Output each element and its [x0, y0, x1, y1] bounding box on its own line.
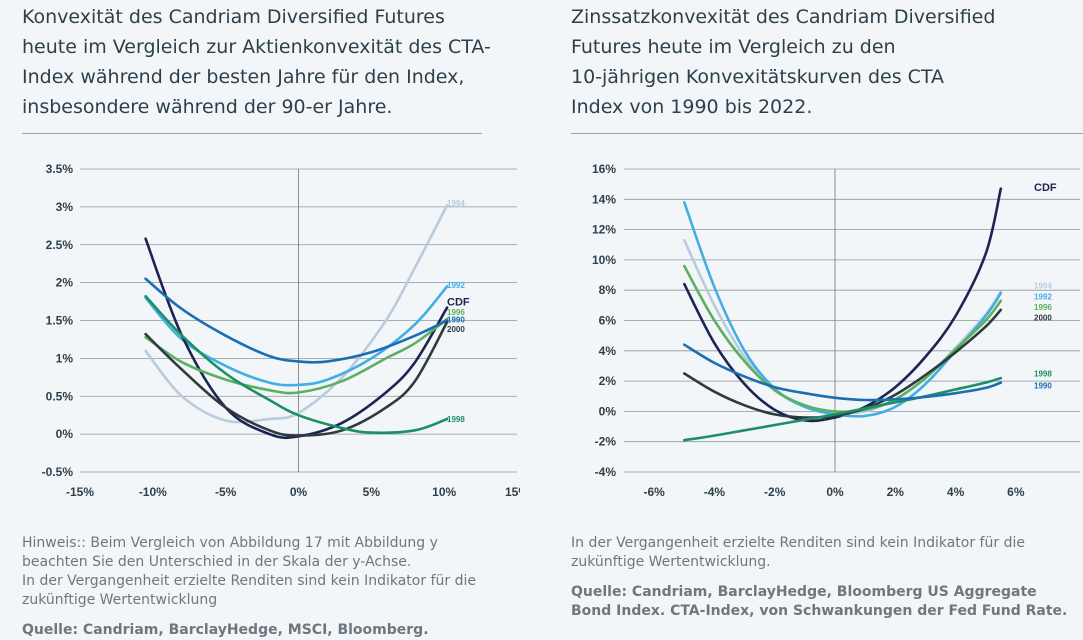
series-label: CDF: [447, 297, 470, 309]
series-line-1998: [683, 376, 1003, 442]
series-line-1998: [144, 295, 449, 435]
y-tick-label: -2%: [595, 435, 617, 449]
x-tick-label: -6%: [643, 485, 665, 499]
right-note: In der Vergangenheit erzielte Renditen s…: [571, 534, 1025, 572]
series-label: 1992: [1034, 292, 1052, 301]
x-tick-label: 6%: [1007, 485, 1025, 499]
left-title: Konvexität des Candriam Diversified Futu…: [22, 2, 522, 122]
right-title: Zinssatzkonvexität des Candriam Diversif…: [571, 2, 1071, 122]
y-tick-label: 10%: [592, 253, 616, 267]
y-tick-label: 1.5%: [46, 314, 74, 328]
x-tick-label: -10%: [139, 485, 167, 499]
y-tick-label: 4%: [599, 344, 617, 358]
y-tick-label: 2.5%: [46, 238, 74, 252]
series-line-2000: [144, 320, 449, 437]
left-title-line: Index während der besten Jahre für den I…: [22, 66, 465, 88]
series-label: 1990: [447, 316, 465, 325]
y-tick-label: 2%: [56, 276, 74, 290]
series-label: 1994: [447, 199, 465, 208]
left-note: Hinweis:: Beim Vergleich von Abbildung 1…: [22, 534, 476, 610]
series-label: 1996: [447, 308, 465, 317]
right-title-line: Index von 1990 bis 2022.: [571, 96, 813, 118]
series-label: CDF: [1034, 182, 1057, 194]
y-tick-label: 3%: [56, 200, 74, 214]
left-note-line: Hinweis:: Beim Vergleich von Abbildung 1…: [22, 535, 438, 551]
y-tick-label: 6%: [599, 314, 617, 328]
left-chart: 3.5% 3% 2.5% 2% 1.5% 1% 0.5% 0% -0.5% -15% -10% -5%…: [42, 162, 520, 499]
y-tick-label: -4%: [595, 465, 617, 479]
right-source-line: Bond Index. CTA-Index, von Schwankungen …: [571, 603, 1068, 619]
series-line-1990: [144, 277, 449, 364]
series-label: 1992: [447, 281, 465, 290]
series-label: 2000: [1034, 313, 1052, 322]
series-line-1996: [144, 317, 449, 395]
y-tick-label: 0.5%: [46, 389, 74, 403]
right-source-line: Quelle: Candriam, BarclayHedge, Bloomber…: [571, 584, 1037, 600]
x-tick-label: 5%: [363, 485, 381, 499]
x-tick-label: 0%: [826, 485, 844, 499]
x-tick-label: 2%: [887, 485, 905, 499]
x-tick-label: 15%: [505, 485, 520, 499]
series-line-1990: [683, 343, 1003, 402]
x-tick-label: 0%: [290, 485, 308, 499]
y-tick-label: 12%: [592, 223, 616, 237]
left-divider: [22, 133, 482, 134]
x-tick-label: -4%: [704, 485, 726, 499]
left-note-line: zukünftige Wertentwicklung: [22, 592, 218, 608]
left-note-line: In der Vergangenheit erzielte Renditen s…: [22, 573, 476, 589]
series-line-1992: [683, 201, 1003, 418]
x-tick-label: 10%: [432, 485, 456, 499]
y-tick-label: 3.5%: [46, 162, 74, 176]
y-tick-label: -0.5%: [42, 465, 74, 479]
series-line-cdf: [683, 187, 1003, 423]
y-tick-label: 0%: [599, 404, 617, 418]
x-tick-label: 4%: [947, 485, 965, 499]
left-source-line: Quelle: Candriam, BarclayHedge, MSCI, Bl…: [22, 622, 429, 638]
y-tick-label: 2%: [599, 374, 617, 388]
left-title-line: insbesondere während der 90-er Jahre.: [22, 96, 393, 118]
left-source: Quelle: Candriam, BarclayHedge, MSCI, Bl…: [22, 621, 429, 640]
right-title-line: Zinssatzkonvexität des Candriam Diversif…: [571, 6, 996, 28]
right-title-line: 10-jährigen Konvexitätskurven des CTA: [571, 66, 945, 88]
x-tick-label: -5%: [215, 485, 237, 499]
series-label: 1990: [1034, 382, 1052, 391]
series-line-cdf: [144, 237, 449, 440]
y-tick-label: 16%: [592, 162, 616, 176]
series-line-2000: [683, 308, 1003, 419]
series-line-1992: [144, 285, 449, 387]
series-label: 1998: [1034, 370, 1052, 379]
series-line-1994: [144, 204, 449, 424]
right-note-line: zukünftige Wertentwicklung.: [571, 554, 771, 570]
left-title-line: heute im Vergleich zur Aktienkonvexität …: [22, 36, 491, 58]
right-title-line: Futures heute im Vergleich zu den: [571, 36, 896, 58]
left-title-line: Konvexität des Candriam Diversified Futu…: [22, 6, 445, 28]
y-tick-label: 14%: [592, 192, 616, 206]
series-label: 1994: [1034, 282, 1052, 291]
series-label: 1998: [447, 415, 465, 424]
left-note-line: beachten Sie den Unterschied in der Skal…: [22, 554, 412, 570]
x-tick-label: -15%: [66, 485, 94, 499]
right-note-line: In der Vergangenheit erzielte Renditen s…: [571, 535, 1025, 551]
y-tick-label: 1%: [56, 351, 74, 365]
right-chart: 16% 14% 12% 10% 8% 6% 4% 2% 0% -2% -4% -6% -4% -2% 0% 2…: [592, 162, 1080, 499]
series-label: 1996: [1034, 303, 1052, 312]
y-tick-label: 0%: [56, 427, 74, 441]
right-divider: [571, 133, 1083, 134]
right-source: Quelle: Candriam, BarclayHedge, Bloomber…: [571, 583, 1067, 621]
y-tick-label: 8%: [599, 283, 617, 297]
x-tick-label: -2%: [764, 485, 786, 499]
series-label: 2000: [447, 325, 465, 334]
